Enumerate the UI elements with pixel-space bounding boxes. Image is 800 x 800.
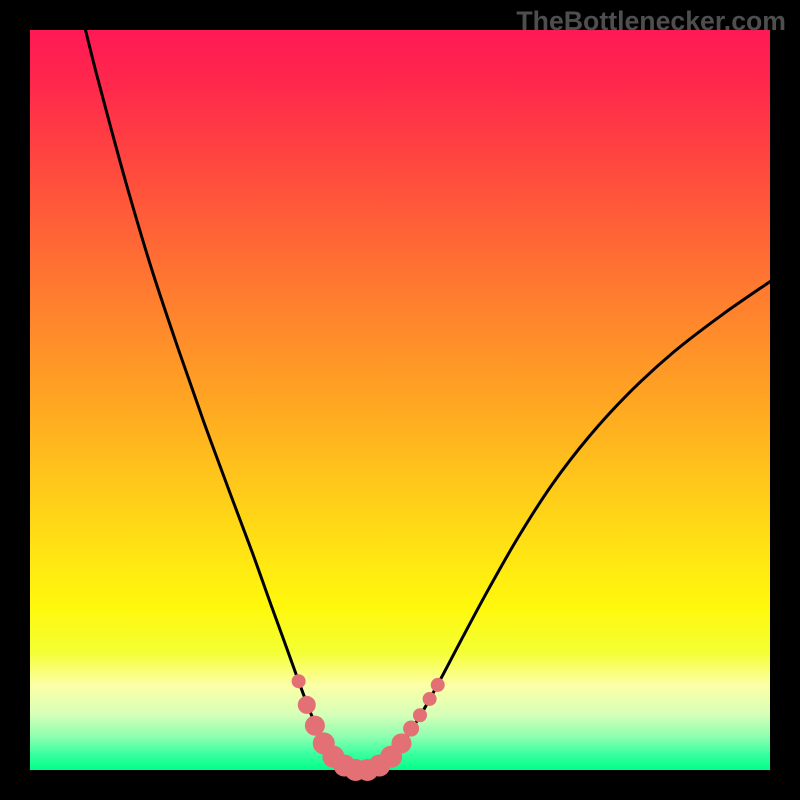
curve-marker — [292, 674, 306, 688]
curve-marker — [403, 721, 419, 737]
chart-stage: TheBottlenecker.com — [0, 0, 800, 800]
curve-marker — [391, 733, 411, 753]
curve-marker — [298, 696, 316, 714]
curve-marker — [413, 708, 427, 722]
curve-marker — [423, 692, 437, 706]
curve-marker — [431, 678, 445, 692]
bottleneck-chart — [0, 0, 800, 800]
chart-background — [30, 30, 770, 770]
watermark-text: TheBottlenecker.com — [516, 6, 786, 37]
